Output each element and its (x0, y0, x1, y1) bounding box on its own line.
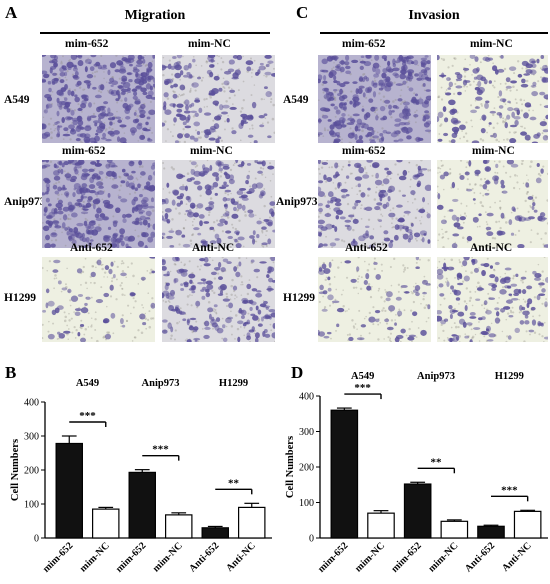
group-label: A549 (76, 378, 99, 389)
group-label: A549 (351, 371, 374, 382)
y-axis-label: Cell Numbers (10, 439, 21, 501)
significance-stars: ** (228, 477, 240, 489)
a-row-anip973-label: Anip973 (4, 196, 46, 208)
bar (201, 527, 229, 539)
bar (55, 442, 83, 539)
y-tick-label: 300 (299, 427, 314, 438)
a-r1-right-label: mim-NC (188, 38, 231, 50)
a-r2-right-label: mim-NC (190, 145, 233, 157)
c-row-a549-label: A549 (283, 94, 309, 106)
x-tick-label: mim-652 (316, 540, 350, 574)
c-r3-right-label: Anti-NC (470, 242, 513, 254)
micrograph-c-h1299-antinc (437, 257, 548, 342)
a-r1-left-label: mim-652 (65, 38, 109, 50)
micrograph-c-a549-mimnc (437, 55, 548, 143)
invasion-title-rule (320, 32, 548, 34)
micrograph-a-h1299-antinc (162, 257, 275, 342)
x-tick-label: Anti-652 (187, 540, 221, 574)
significance-stars: *** (354, 382, 371, 394)
y-tick-label: 200 (299, 463, 314, 474)
bar (128, 471, 156, 539)
x-tick-label: mim-652 (389, 540, 423, 574)
bar (330, 409, 359, 539)
y-tick-label: 400 (299, 392, 314, 403)
micrograph-a-a549-mimnc (162, 55, 275, 143)
y-tick-label: 0 (34, 534, 39, 545)
c-r1-right-label: mim-NC (470, 38, 513, 50)
bar (92, 508, 120, 539)
x-tick-label: mim-NC (151, 540, 185, 574)
c-row-anip973-label: Anip973 (276, 196, 318, 208)
panel-label-a: A (5, 3, 18, 22)
a-r2-left-label: mim-652 (62, 145, 106, 157)
bar (367, 512, 395, 539)
c-r2-right-label: mim-NC (472, 145, 515, 157)
panel-label-b: B (5, 363, 17, 382)
bar (403, 483, 432, 539)
a-r3-right-label: Anti-NC (192, 242, 235, 254)
y-tick-label: 300 (24, 432, 39, 443)
a-row-h1299-label: H1299 (4, 292, 36, 304)
group-label: Anip973 (142, 378, 180, 389)
c-r2-left-label: mim-652 (342, 145, 386, 157)
group-label: H1299 (495, 371, 524, 382)
bar (238, 506, 266, 539)
x-tick-label: mim-652 (41, 540, 75, 574)
significance-stars: ** (431, 456, 443, 468)
y-tick-label: 200 (24, 466, 39, 477)
x-tick-label: mim-652 (114, 540, 148, 574)
micrograph-c-h1299-anti652 (318, 257, 431, 342)
y-tick-label: 100 (24, 500, 39, 511)
y-axis-label: Cell Numbers (285, 436, 296, 498)
micrograph-a-h1299-anti652 (42, 257, 155, 342)
x-tick-label: Anti-652 (463, 540, 497, 574)
significance-stars: *** (501, 484, 518, 496)
a-row-a549-label: A549 (4, 94, 30, 106)
micrograph-c-a549-mim652 (318, 55, 431, 143)
significance-stars: *** (152, 444, 169, 456)
x-tick-label: mim-NC (426, 540, 460, 574)
x-tick-label: Anti-NC (500, 540, 534, 574)
bar (165, 514, 193, 539)
c-row-h1299-label: H1299 (283, 292, 315, 304)
group-label: Anip973 (417, 371, 455, 382)
bar (477, 525, 505, 539)
group-label: H1299 (219, 378, 248, 389)
micrograph-a-a549-mim652 (42, 55, 155, 143)
c-r3-left-label: Anti-652 (345, 242, 388, 254)
micrograph-c-anip973-mim652 (318, 160, 431, 248)
invasion-title: Invasion (408, 8, 460, 23)
y-tick-label: 400 (24, 398, 39, 409)
x-tick-label: mim-NC (353, 540, 387, 574)
y-tick-label: 100 (299, 498, 314, 509)
y-tick-label: 0 (309, 534, 314, 545)
micrograph-a-anip973-mimnc (162, 160, 275, 248)
micrograph-a-anip973-mim652 (42, 160, 155, 248)
panel-label-c: C (296, 3, 309, 22)
bar (513, 510, 542, 539)
c-r1-left-label: mim-652 (342, 38, 386, 50)
x-tick-label: mim-NC (78, 540, 112, 574)
significance-stars: *** (79, 410, 96, 422)
a-r3-left-label: Anti-652 (70, 242, 113, 254)
migration-title-rule (40, 32, 270, 34)
migration-title: Migration (124, 8, 186, 23)
panel-label-d: D (291, 363, 304, 382)
bar (440, 520, 469, 539)
micrograph-c-anip973-mimnc (437, 160, 548, 248)
x-tick-label: Anti-NC (224, 540, 258, 574)
